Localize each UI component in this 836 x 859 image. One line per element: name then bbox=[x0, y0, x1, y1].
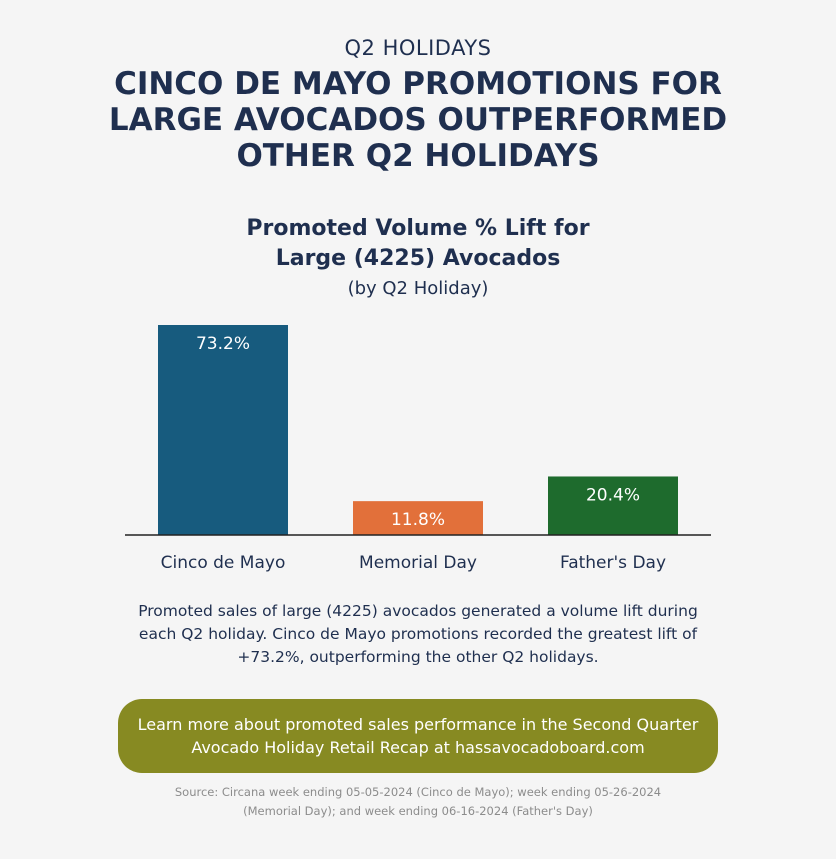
source-line: Source: Circana week ending 05-05-2024 (… bbox=[174, 785, 662, 799]
category-label: Father's Day bbox=[560, 553, 666, 573]
chart-title: Promoted Volume % Lift for Large (4225) … bbox=[0, 214, 836, 274]
source-line: (Memorial Day); and week ending 06-16-20… bbox=[243, 804, 593, 818]
bar-1 bbox=[353, 501, 483, 535]
bar-value-label: 11.8% bbox=[391, 510, 445, 530]
cta-line: Avocado Holiday Retail Recap at hassavoc… bbox=[191, 738, 645, 757]
description-line: +73.2%, outperforming the other Q2 holid… bbox=[237, 648, 599, 666]
bar-2 bbox=[548, 476, 678, 535]
learn-more-button[interactable]: Learn more about promoted sales performa… bbox=[118, 699, 718, 773]
headline-line: OTHER Q2 HOLIDAYS bbox=[236, 138, 600, 174]
bar-0 bbox=[158, 325, 288, 535]
category-label: Memorial Day bbox=[359, 553, 477, 573]
cta-line: Learn more about promoted sales performa… bbox=[137, 715, 699, 734]
bar-value-label: 73.2% bbox=[196, 334, 250, 354]
category-label: Cinco de Mayo bbox=[161, 553, 286, 573]
description-text: Promoted sales of large (4225) avocados … bbox=[100, 600, 736, 669]
description-line: Promoted sales of large (4225) avocados … bbox=[138, 602, 698, 620]
chart-title-line: Promoted Volume % Lift for bbox=[246, 216, 590, 241]
headline: CINCO DE MAYO PROMOTIONS FOR LARGE AVOCA… bbox=[40, 66, 796, 174]
headline-line: LARGE AVOCADOS OUTPERFORMED bbox=[108, 102, 728, 138]
chart-subtitle: (by Q2 Holiday) bbox=[347, 278, 489, 299]
kicker-label: Q2 HOLIDAYS bbox=[344, 36, 492, 60]
headline-line: CINCO DE MAYO PROMOTIONS FOR bbox=[114, 66, 722, 102]
bar-value-label: 20.4% bbox=[586, 485, 640, 505]
bar-chart: 73.2% Cinco de Mayo 11.8% Memorial Day 20.4%… bbox=[125, 325, 711, 573]
source-note: Source: Circana week ending 05-05-2024 (… bbox=[118, 783, 718, 821]
chart-title-line: Large (4225) Avocados bbox=[275, 246, 561, 271]
description-line: each Q2 holiday. Cinco de Mayo promotion… bbox=[138, 625, 698, 643]
